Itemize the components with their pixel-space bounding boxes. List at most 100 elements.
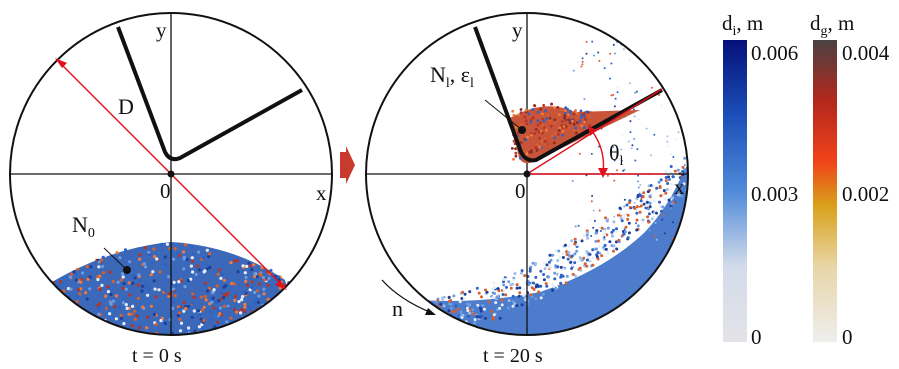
particle bbox=[517, 113, 520, 117]
particle bbox=[487, 300, 491, 304]
particle bbox=[559, 275, 563, 279]
particle bbox=[571, 263, 575, 267]
diameter-arrow-start bbox=[55, 58, 67, 68]
particle bbox=[221, 262, 225, 266]
particle bbox=[279, 315, 283, 320]
particle bbox=[623, 198, 626, 201]
particle bbox=[66, 287, 71, 291]
particle bbox=[662, 41, 665, 43]
particle bbox=[266, 297, 270, 301]
particle bbox=[92, 322, 96, 326]
particle bbox=[638, 205, 641, 208]
particle bbox=[578, 266, 582, 270]
particle bbox=[244, 275, 248, 280]
particle bbox=[613, 105, 616, 108]
particle bbox=[211, 296, 215, 300]
particle bbox=[576, 60, 579, 63]
particle bbox=[160, 242, 164, 246]
particle bbox=[515, 304, 519, 307]
particle bbox=[225, 330, 229, 334]
particle bbox=[517, 294, 521, 298]
lifted-pointer-dot bbox=[518, 126, 526, 134]
particle bbox=[118, 305, 122, 309]
particle bbox=[218, 306, 222, 310]
particle bbox=[682, 155, 685, 158]
particle bbox=[133, 276, 137, 280]
particle bbox=[441, 321, 445, 325]
particle bbox=[644, 204, 648, 207]
particle bbox=[659, 194, 663, 198]
particle bbox=[56, 300, 61, 304]
particle bbox=[598, 60, 601, 62]
particle bbox=[660, 209, 663, 213]
particle bbox=[157, 288, 161, 292]
particle bbox=[551, 288, 554, 292]
particle bbox=[635, 90, 638, 93]
particle bbox=[585, 174, 588, 177]
particle bbox=[61, 320, 65, 324]
particle bbox=[106, 290, 110, 294]
particle bbox=[580, 258, 584, 261]
particle bbox=[498, 316, 502, 320]
particle bbox=[461, 290, 465, 294]
particle bbox=[612, 146, 615, 148]
particle bbox=[155, 257, 159, 261]
particle bbox=[567, 250, 571, 254]
particle bbox=[141, 305, 145, 309]
particle bbox=[511, 299, 515, 303]
particle bbox=[74, 278, 78, 282]
particle bbox=[277, 326, 281, 330]
particle bbox=[529, 118, 533, 122]
particle bbox=[572, 69, 575, 72]
particle bbox=[659, 178, 663, 182]
particle bbox=[203, 269, 207, 273]
particle bbox=[206, 289, 210, 293]
particle bbox=[648, 201, 652, 205]
particle bbox=[612, 93, 615, 96]
particle bbox=[111, 280, 115, 284]
particle bbox=[202, 305, 206, 309]
particle bbox=[438, 312, 442, 315]
particle bbox=[586, 236, 590, 240]
angle-label: θl bbox=[609, 140, 624, 169]
particle bbox=[495, 295, 499, 299]
particle bbox=[539, 269, 543, 273]
particle bbox=[650, 154, 652, 157]
particle bbox=[461, 313, 465, 317]
particle bbox=[523, 274, 527, 278]
particle bbox=[442, 304, 446, 308]
particle bbox=[96, 277, 100, 282]
particle bbox=[162, 290, 166, 294]
particle bbox=[440, 319, 444, 323]
particle bbox=[524, 138, 528, 142]
particle bbox=[625, 203, 629, 207]
particle bbox=[85, 297, 89, 301]
angle-arc-arrow-top bbox=[588, 126, 597, 136]
particle bbox=[275, 315, 279, 319]
particle bbox=[618, 206, 622, 210]
particle bbox=[219, 297, 223, 301]
particle bbox=[612, 246, 616, 250]
particle bbox=[196, 309, 200, 313]
particle bbox=[127, 281, 131, 285]
particle bbox=[572, 122, 576, 126]
particle bbox=[204, 298, 208, 302]
particle bbox=[256, 320, 260, 325]
particle bbox=[89, 265, 93, 269]
particle bbox=[262, 292, 266, 296]
particle bbox=[448, 326, 452, 330]
particle bbox=[653, 133, 656, 136]
colorbar-g: dg, m 0.004 0.002 0 bbox=[810, 11, 890, 349]
particle bbox=[59, 280, 63, 284]
particle bbox=[430, 322, 434, 326]
particle bbox=[233, 298, 237, 302]
particle bbox=[537, 290, 541, 294]
particle bbox=[257, 329, 261, 333]
particle bbox=[662, 213, 665, 216]
particle bbox=[573, 252, 577, 256]
particle bbox=[639, 183, 642, 186]
particle bbox=[59, 320, 63, 324]
particle bbox=[429, 333, 433, 335]
particle bbox=[514, 154, 518, 158]
particle bbox=[647, 203, 650, 206]
